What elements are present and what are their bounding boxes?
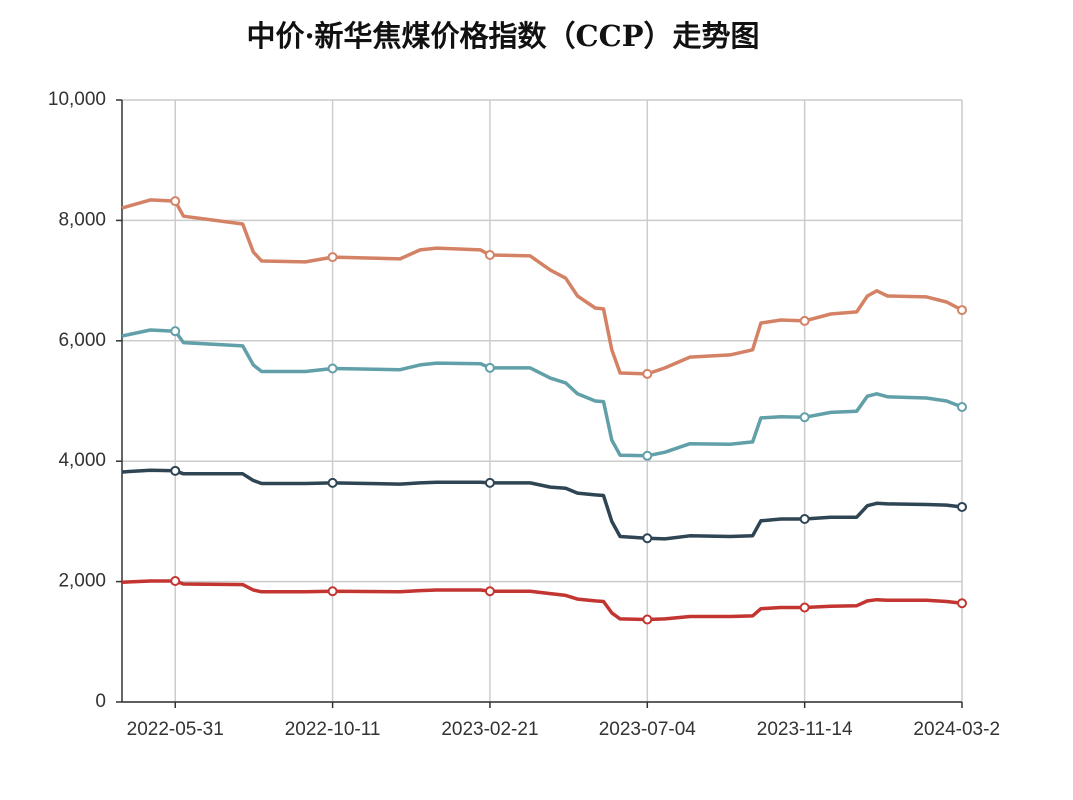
x-tick-label: 2023-11-14 [757,719,853,740]
point [484,477,495,488]
y-tick-label: 4,000 [58,450,106,471]
series-line [121,198,963,376]
point [642,368,653,379]
point [327,586,338,597]
point [327,477,338,488]
point [327,363,338,374]
x-tick-label: 2022-10-11 [285,719,381,740]
x-tick-label: 2024-03-26 [913,719,1000,740]
point [799,513,810,524]
point [170,196,181,207]
point [484,586,495,597]
point [957,598,967,609]
point [642,450,653,461]
y-tick-label: 10,000 [48,89,106,110]
point [957,501,967,512]
y-tick-label: 2,000 [58,571,106,592]
y-tick-label: 0 [95,691,106,712]
series-line [121,579,963,622]
point [170,575,181,586]
chart: 中价·新华焦煤价格指数（CCP）走势图 0 2,000 4,000 6,000 8,00… [48,19,1000,740]
y-tick-label: 6,000 [58,330,106,351]
point [799,315,810,326]
x-tick-label: 2022-05-31 [127,719,224,740]
point [799,412,810,423]
point [484,250,495,261]
series-line [121,328,963,458]
x-tick-label: 2023-07-04 [599,719,697,740]
point [327,252,338,263]
point [799,602,810,613]
point [642,533,653,544]
point [170,465,181,476]
point [957,305,967,316]
point [484,362,495,373]
point [170,326,181,337]
x-tick-label: 2023-02-21 [441,719,538,740]
point [642,614,653,625]
series-line [121,468,963,541]
chart-title: 中价·新华焦煤价格指数（CCP）走势图 [246,19,759,53]
point [957,402,967,413]
y-tick-label: 8,000 [58,209,106,230]
